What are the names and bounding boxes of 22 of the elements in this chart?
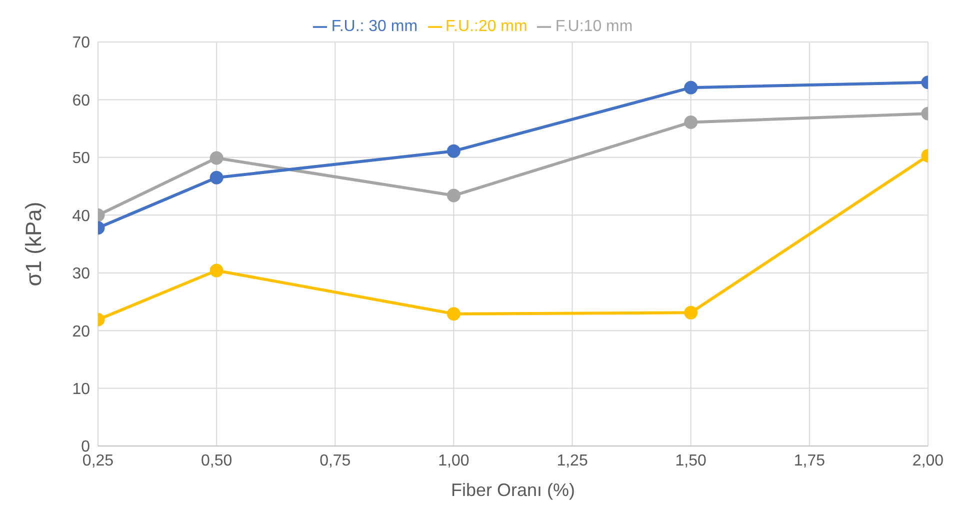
legend-label: F.U.: 30 mm: [331, 18, 418, 35]
y-axis-title: σ1 (kPa): [20, 202, 46, 286]
point: [446, 307, 460, 321]
y-tick-label: 10: [72, 380, 90, 398]
point: [446, 144, 460, 158]
x-tick-label: 1,25: [556, 452, 588, 470]
x-tick-label: 0,75: [320, 452, 351, 470]
y-tick-label: 20: [72, 323, 90, 340]
x-tick-label: 1,50: [675, 452, 707, 470]
y-tick-label: 40: [72, 208, 90, 225]
y-tick-label: 70: [72, 34, 90, 52]
x-tick-label: 1,75: [794, 452, 826, 470]
x-tick-label: 2,00: [912, 452, 944, 470]
x-axis-title: Fiber Oranı (%): [450, 480, 576, 500]
legend-label: F.U:10 mm: [555, 18, 633, 35]
x-tick-label: 0,50: [201, 452, 232, 470]
y-tick-label: 50: [72, 150, 90, 168]
x-tick-label: 1,00: [438, 452, 470, 470]
point: [446, 188, 460, 202]
y-tick-label: 30: [72, 266, 90, 283]
y-tick-label: 60: [72, 92, 90, 110]
legend-label: F.U.:20 mm: [446, 18, 528, 35]
